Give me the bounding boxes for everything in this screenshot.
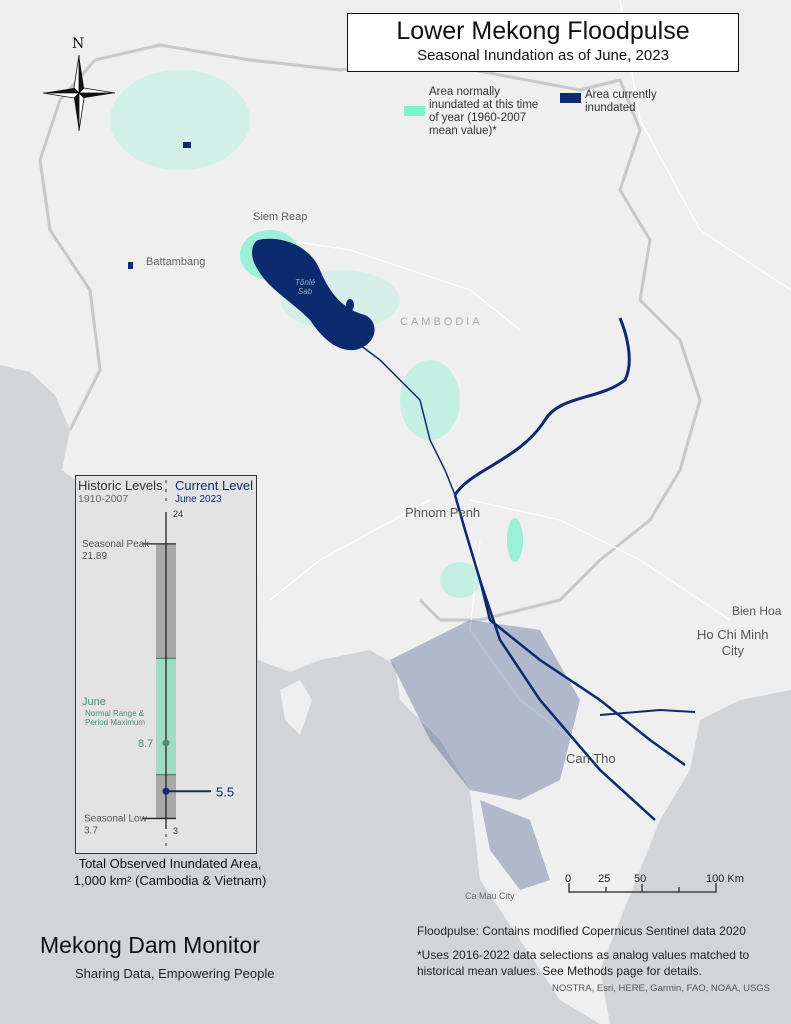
credit-floodpulse: Floodpulse: Contains modified Copernicus… xyxy=(417,924,746,938)
june-label: June xyxy=(82,696,106,708)
tonle-sap-lake xyxy=(252,238,375,351)
compass-north-label: N xyxy=(72,36,85,52)
low-label: Seasonal Low xyxy=(84,813,148,824)
credit-note: *Uses 2016-2022 data selections as analo… xyxy=(417,947,749,979)
place-battambang: Battambang xyxy=(146,256,206,268)
rivers xyxy=(359,317,696,821)
current-level-value: 5.5 xyxy=(216,784,234,799)
gauge-caption-line: Total Observed Inundated Area, xyxy=(78,856,262,871)
place-phnom-penh: Phnom Penh xyxy=(405,505,481,520)
june-mean-marker xyxy=(162,739,170,747)
legend-current: Area currently inundated xyxy=(560,89,657,115)
legend-normal: Area normally inundated at this time of … xyxy=(404,86,538,138)
current-level-label: Current Level xyxy=(175,478,253,493)
axis-max-label: 24 xyxy=(173,509,183,519)
current-level-marker xyxy=(162,787,170,795)
place-cambodia: CAMBODIA xyxy=(400,316,483,328)
inundation-gauge: Historic Levels 1910-2007 Current Level Jun… xyxy=(75,475,257,854)
scale-bar xyxy=(568,883,717,893)
current-date-label: June 2023 xyxy=(175,494,222,505)
map-title: Lower Mekong Floodpulse xyxy=(396,17,690,45)
legend-text: Area currently xyxy=(585,89,657,101)
legend-text: of year (1960-2007 xyxy=(429,112,527,124)
title-box: Lower Mekong Floodpulse Seasonal Inundat… xyxy=(347,13,739,72)
legend-text: inundated xyxy=(585,102,636,114)
brand-tagline: Sharing Data, Empowering People xyxy=(75,966,275,981)
legend-text: inundated at this time xyxy=(429,99,539,111)
brand-name: Mekong Dam Monitor xyxy=(40,932,260,958)
scale-label: 50 xyxy=(634,873,647,885)
credit-note-line: historical mean values. See Methods page… xyxy=(417,964,702,978)
legend-text: mean value)* xyxy=(429,125,497,137)
place-text: Ho Chi Minh xyxy=(697,627,769,642)
scale-label: 100 Km xyxy=(706,873,744,885)
legend-swatch-current xyxy=(560,93,581,103)
credit-basemap: NOSTRA, Esri, HERE, Garmin, FAO, NOAA, U… xyxy=(552,983,771,994)
gauge-caption: Total Observed Inundated Area, 1,000 km²… xyxy=(55,855,285,889)
scale-label: 0 xyxy=(565,873,572,885)
june-sub-label: Period Maximum xyxy=(85,718,145,727)
axis-min-label: 3 xyxy=(173,826,178,836)
delta-inundation xyxy=(390,620,580,890)
island xyxy=(280,680,312,735)
gauge-caption-line: 1,000 km² (Cambodia & Vietnam) xyxy=(73,873,267,888)
historic-years-label: 1910-2007 xyxy=(78,493,128,505)
map-subtitle: Seasonal Inundation as of June, 2023 xyxy=(417,47,669,64)
june-sub-label: Normal Range & xyxy=(85,709,145,718)
place-ca-mau: Ca Mau City xyxy=(465,891,515,901)
peak-label: Seasonal Peak xyxy=(82,539,150,550)
place-text: City xyxy=(721,643,744,658)
low-value: 3.7 xyxy=(84,825,98,836)
peak-value: 21.89 xyxy=(82,551,107,562)
historic-levels-label: Historic Levels xyxy=(78,478,163,493)
scale-label: 25 xyxy=(598,873,611,885)
place-text: Tônlé xyxy=(295,278,316,287)
legend-text: Area normally xyxy=(429,86,500,98)
place-bien-hoa: Bien Hoa xyxy=(732,604,782,618)
place-tonle-sap: Tônlé Sab xyxy=(295,278,315,296)
legend-swatch-normal xyxy=(404,106,425,116)
place-can-tho: Can Tho xyxy=(566,751,616,766)
place-text: Sab xyxy=(297,287,313,296)
sea-east xyxy=(600,690,791,1024)
current-inundation-areas xyxy=(128,142,375,351)
compass-rose-icon xyxy=(42,54,116,132)
place-siem-reap: Siem Reap xyxy=(253,211,308,223)
place-hcmc: Ho Chi Minh City xyxy=(697,627,769,659)
june-mean-value: 8.7 xyxy=(138,738,153,750)
credit-note-line: *Uses 2016-2022 data selections as analo… xyxy=(417,948,750,962)
